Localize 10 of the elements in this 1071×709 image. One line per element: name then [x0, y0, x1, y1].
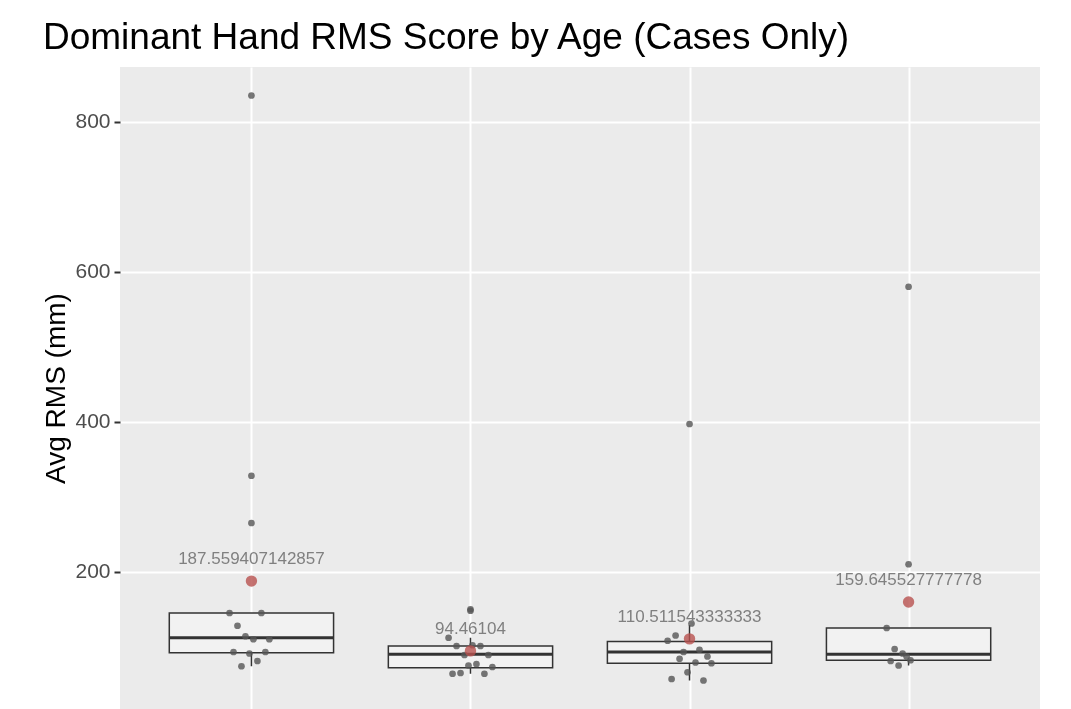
- y-tick-label: 200: [75, 559, 111, 583]
- y-tick-label: 400: [75, 409, 111, 433]
- data-label: 159.645527777778: [835, 570, 982, 590]
- y-axis-title: Avg RMS (mm): [40, 293, 72, 484]
- y-tick-label: 800: [75, 109, 111, 133]
- chart-title: Dominant Hand RMS Score by Age (Cases Only): [42, 16, 850, 57]
- y-tick-label: 600: [75, 259, 111, 283]
- data-label: 110.511543333333: [617, 606, 762, 626]
- data-label: 187.559407142857: [178, 549, 325, 569]
- data-label: 94.46104: [435, 618, 506, 638]
